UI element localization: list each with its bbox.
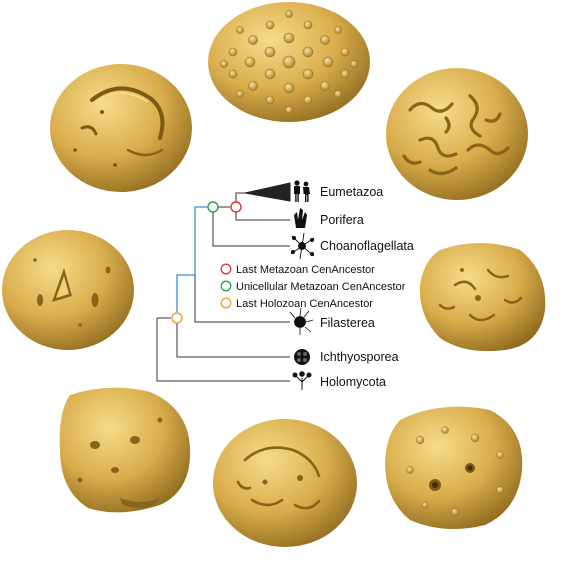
fossil-bottom-center — [213, 419, 357, 547]
taxon-label-porifera: Porifera — [320, 213, 364, 227]
eumetazoa-clade-wedge — [244, 182, 291, 202]
taxon-label-filasterea: Filasterea — [320, 316, 375, 330]
branch-choanoflagellata — [212, 212, 290, 247]
ichthyosporean-icon — [294, 349, 310, 365]
phylogenetic-tree — [156, 182, 291, 382]
branch-holozoan-stem — [176, 274, 195, 312]
fossil-mid-left — [2, 230, 134, 350]
legend-label-last-metazoan: Last Metazoan CenAncestor — [236, 264, 375, 276]
taxon-label-choanoflagellata: Choanoflagellata — [320, 239, 414, 253]
node-unicellular-metazoan — [207, 201, 219, 213]
legend-label-last-holozoan: Last Holozoan CenAncestor — [236, 298, 373, 310]
fossil-top-center — [208, 2, 370, 122]
node-last-holozoan — [171, 312, 183, 324]
fossil-bottom-right — [385, 406, 523, 529]
fossil-gallery — [2, 2, 546, 547]
taxon-label-eumetazoa: Eumetazoa — [320, 185, 383, 199]
branch-eumetazoa-stem — [235, 192, 245, 202]
legend-marker-unicellular-metazoan — [220, 280, 232, 292]
node-last-metazoan — [230, 201, 242, 213]
branch-choanozoa-stem — [194, 206, 208, 275]
filasterean-icon — [289, 307, 314, 335]
humans-icon — [294, 180, 310, 202]
legend-label-unicellular-metazoan: Unicellular Metazoan CenAncestor — [236, 281, 406, 293]
fungus-icon — [292, 371, 312, 390]
legend: Last Metazoan CenAncestor Unicellular Me… — [220, 263, 406, 310]
fossil-top-right — [386, 68, 528, 200]
fossil-top-left — [50, 64, 192, 192]
taxon-label-holomycota: Holomycota — [320, 375, 386, 389]
branch-holomycota — [156, 318, 290, 382]
choanoflagellate-icon — [290, 232, 315, 260]
branch-porifera — [235, 212, 290, 221]
legend-marker-last-holozoan — [220, 297, 232, 309]
branch-ichthyosporea — [176, 318, 290, 358]
fossil-bottom-left — [59, 387, 191, 513]
taxon-label-ichthyosporea: Ichthyosporea — [320, 350, 399, 364]
legend-marker-last-metazoan — [220, 263, 232, 275]
branch-filasterea — [194, 275, 290, 323]
fossil-mid-right — [419, 243, 546, 352]
sponge-icon — [294, 208, 307, 228]
